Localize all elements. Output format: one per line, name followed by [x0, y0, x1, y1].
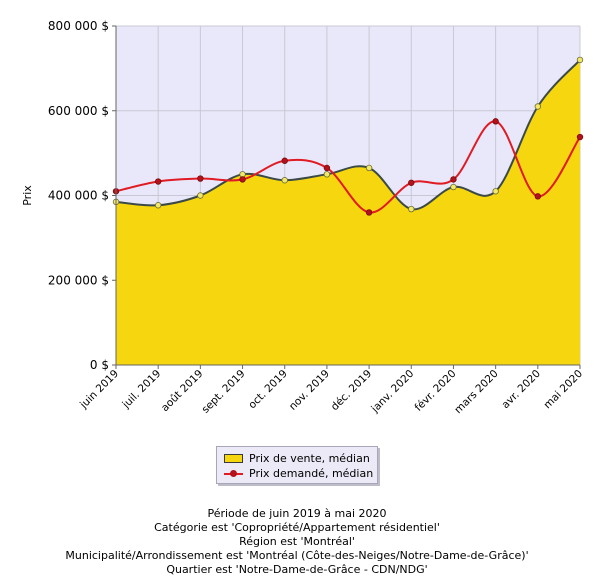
y-tick-label: 400 000 $ — [48, 189, 109, 203]
y-tick-label: 600 000 $ — [48, 104, 109, 118]
legend-swatch-area — [224, 454, 243, 463]
data-point-asking-price — [450, 176, 457, 183]
data-point-sale-price — [323, 171, 331, 178]
data-point-asking-price — [408, 179, 415, 186]
legend-swatch-line — [224, 469, 243, 478]
caption-line: Quartier est 'Notre-Dame-de-Grâce - CDN/… — [166, 563, 428, 576]
caption-line: Région est 'Montréal' — [239, 535, 355, 548]
data-point-asking-price — [365, 209, 373, 216]
caption-line: Catégorie est 'Copropriété/Appartement r… — [154, 521, 440, 534]
x-tick-label: sept. 2019 — [200, 368, 248, 416]
data-point-sale-price — [281, 177, 288, 184]
chart-caption: Période de juin 2019 à mai 2020 Catégori… — [0, 507, 594, 577]
data-point-sale-price — [576, 56, 584, 64]
data-point-asking-price — [492, 118, 499, 125]
series-area-sale-price — [116, 59, 580, 366]
x-tick-label: oct. 2019 — [246, 368, 290, 412]
x-tick-label: mars 2020 — [452, 368, 500, 416]
legend-item-sale-price: Prix de vente, médian — [224, 451, 377, 466]
x-tick-label: janv. 2020 — [368, 368, 416, 416]
legend-item-asking-price: Prix demandé, médian — [224, 466, 377, 481]
axes — [112, 25, 581, 369]
data-point-sale-price — [154, 202, 162, 209]
data-point-asking-price — [534, 193, 542, 200]
legend-label: Prix demandé, médian — [249, 467, 374, 480]
x-tick-label: nov. 2019 — [287, 368, 332, 413]
caption-line: Période de juin 2019 à mai 2020 — [207, 507, 387, 520]
data-point-sale-price — [492, 188, 499, 195]
data-point-sale-price — [408, 205, 415, 213]
data-point-asking-price — [197, 175, 204, 182]
y-axis-title: Prix — [21, 185, 34, 206]
data-point-asking-price — [281, 157, 288, 164]
y-tick-label: 0 $ — [90, 358, 109, 372]
x-tick-label: févr. 2020 — [413, 368, 459, 414]
data-point-sale-price — [365, 164, 373, 172]
y-tick-labels: 0 $ 200 000 $ 400 000 $ 600 000 $ 800 000 $ — [48, 19, 109, 372]
y-tick-label: 200 000 $ — [48, 273, 109, 287]
x-tick-label: avr. 2020 — [500, 368, 543, 411]
x-tick-label: juil. 2019 — [120, 368, 164, 412]
x-tick-label: mai 2020 — [542, 368, 586, 412]
data-point-sale-price — [450, 183, 457, 191]
legend: Prix de vente, médian Prix demandé, médi… — [216, 446, 378, 484]
x-tick-label: déc. 2019 — [329, 368, 374, 413]
data-point-asking-price — [239, 176, 246, 183]
data-point-sale-price — [197, 192, 204, 199]
x-tick-label: juin 2019 — [77, 368, 121, 412]
data-point-asking-price — [154, 178, 162, 185]
data-point-sale-price — [534, 103, 542, 110]
chart: 0 $200 000 $400 000 $600 000 $800 000 $ … — [21, 19, 585, 416]
legend-label: Prix de vente, médian — [249, 452, 370, 465]
data-point-asking-price — [576, 133, 584, 141]
markers-layer — [112, 56, 584, 216]
y-tick-label: 800 000 $ — [48, 19, 109, 33]
caption-line: Municipalité/Arrondissement est 'Montréa… — [65, 549, 529, 562]
data-point-asking-price — [323, 164, 331, 172]
